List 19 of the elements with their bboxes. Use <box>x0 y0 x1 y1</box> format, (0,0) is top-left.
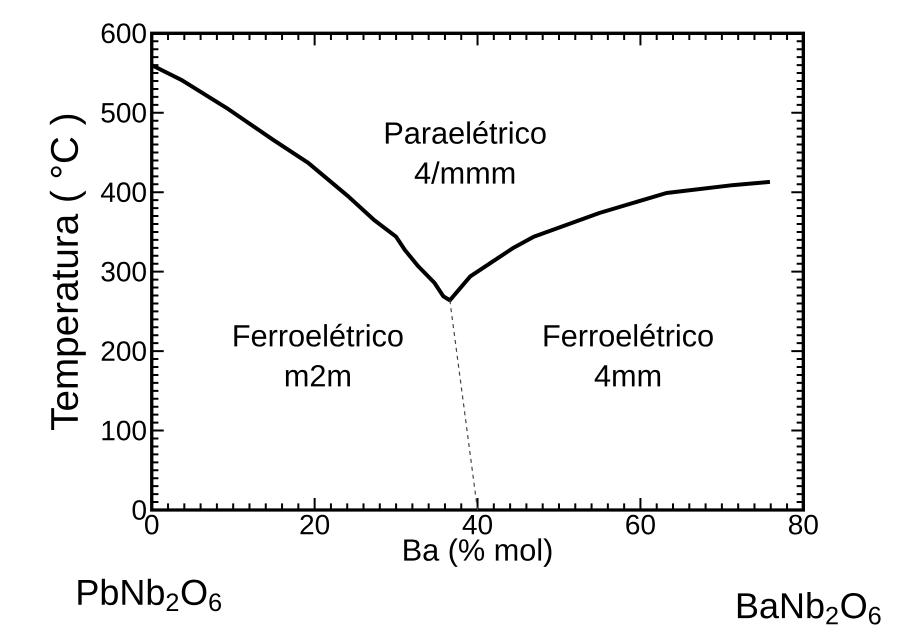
y-tick-label: 600 <box>102 23 146 44</box>
x-tick-label: 20 <box>300 514 330 535</box>
annotation: Ferroelétrico 4mm <box>544 324 713 386</box>
x-tick-label: 80 <box>788 514 818 535</box>
y-tick-label: 500 <box>101 102 146 123</box>
x-tick-label: 40 <box>462 514 492 535</box>
y-tick-label: 300 <box>101 262 146 282</box>
y-tick-label: 0 <box>132 500 146 520</box>
y-axis-title: Temperatura ( °C ) <box>50 114 86 430</box>
annotation: Ferroelétrico m2m <box>234 324 403 386</box>
x-tick-label: 0 <box>145 514 158 535</box>
y-tick-label: 400 <box>100 182 146 202</box>
y-tick-label: 200 <box>102 341 146 362</box>
y-tick-label: 100 <box>102 420 146 440</box>
text: PbNb$_{2}$O$_{6}$ <box>78 578 221 612</box>
x-axis-title: Ba (% mol) <box>404 538 552 567</box>
annotation: Paraelétrico 4/mmm <box>386 121 546 184</box>
text: BaNb$_{2}$O$_{6}$ <box>738 592 881 625</box>
x-tick-label: 60 <box>626 514 655 535</box>
